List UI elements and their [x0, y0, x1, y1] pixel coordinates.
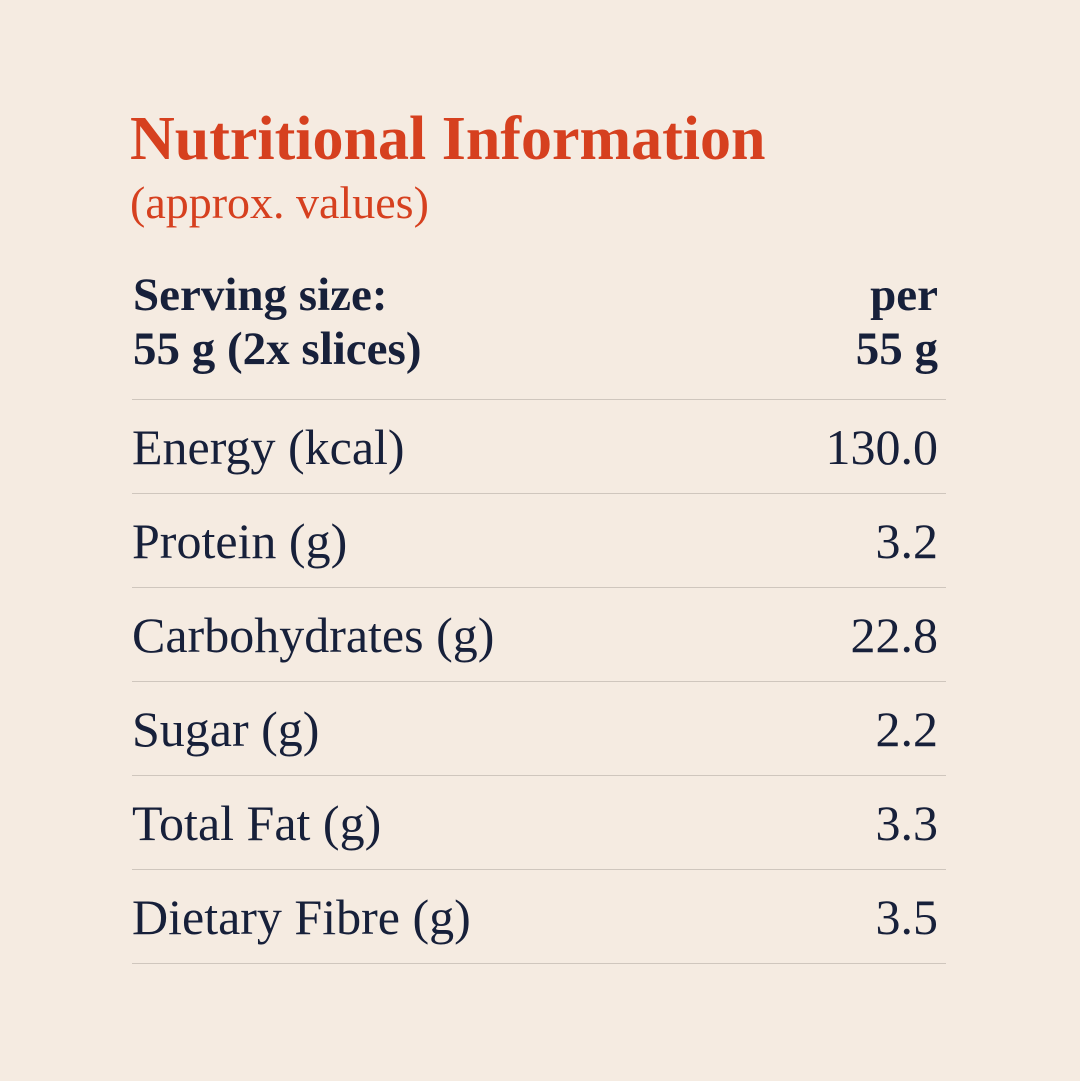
nutrient-value: 3.5: [875, 888, 939, 945]
per-header: per 55 g: [856, 268, 938, 376]
table-row: Total Fat (g) 3.3: [132, 776, 946, 870]
table-row: Sugar (g) 2.2: [132, 682, 946, 776]
serving-header: Serving size: 55 g (2x slices): [133, 268, 421, 376]
nutrient-label: Total Fat (g): [132, 794, 382, 851]
header-text: Serving size:: [133, 269, 388, 321]
header-text: 55 g: [855, 323, 938, 375]
nutrient-value: 2.2: [875, 700, 939, 757]
table-row: Dietary Fibre (g) 3.5: [132, 870, 946, 964]
nutrient-value: 130.0: [825, 418, 939, 475]
nutrient-label: Energy (kcal): [132, 418, 405, 475]
nutrient-value: 22.8: [850, 606, 939, 663]
header-text: 55 g (2x slices): [133, 323, 422, 375]
nutrient-label: Dietary Fibre (g): [132, 888, 471, 945]
table-row: Energy (kcal) 130.0: [132, 400, 946, 494]
nutrient-value: 3.3: [875, 794, 939, 851]
table-row: Carbohydrates (g) 22.8: [132, 588, 946, 682]
nutrient-label: Sugar (g): [132, 700, 320, 757]
nutrient-value: 3.2: [875, 512, 939, 569]
title: Nutritional Information: [130, 105, 766, 173]
nutrient-label: Protein (g): [132, 512, 348, 569]
table-row: Protein (g) 3.2: [132, 494, 946, 588]
subtitle: (approx. values): [130, 177, 429, 228]
nutrition-table: Energy (kcal) 130.0 Protein (g) 3.2 Carbohyd…: [132, 399, 946, 964]
header-text: per: [870, 269, 938, 321]
nutrient-label: Carbohydrates (g): [132, 606, 495, 663]
